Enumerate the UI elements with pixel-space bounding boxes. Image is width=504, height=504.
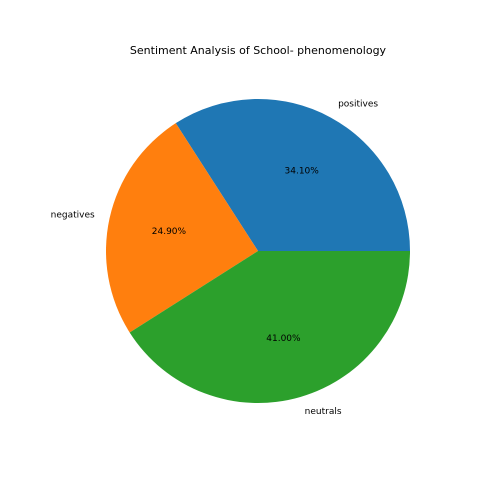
pct-label-neutrals: 41.00% bbox=[266, 334, 301, 344]
chart-title: Sentiment Analysis of School- phenomenol… bbox=[130, 44, 387, 57]
slice-label-positives: positives bbox=[338, 100, 378, 110]
pie-slices bbox=[106, 99, 410, 403]
slice-label-neutrals: neutrals bbox=[305, 407, 342, 417]
slice-label-negatives: negatives bbox=[51, 211, 95, 221]
pct-label-negatives: 24.90% bbox=[152, 227, 187, 237]
pct-label-positives: 34.10% bbox=[285, 166, 320, 176]
